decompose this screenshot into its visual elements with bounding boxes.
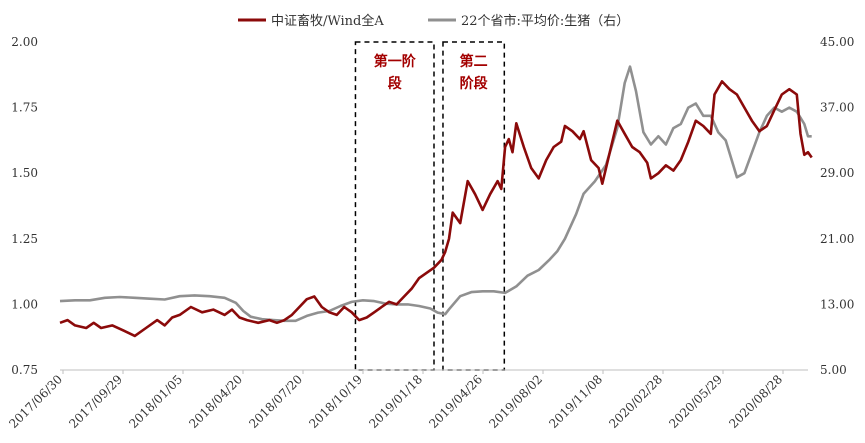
- stage-label-2: 阶段: [460, 75, 488, 92]
- legend: 中证畜牧/Wind全A 22个省市:平均价:生猪（右）: [238, 13, 629, 29]
- x-tick-label: 2017/06/30: [6, 372, 65, 431]
- series-line-hog-price: [59, 65, 812, 323]
- legend-label-ratio: 中证畜牧/Wind全A: [271, 13, 384, 29]
- series-line-ratio: [59, 80, 813, 338]
- x-tick-label: 2019/01/18: [366, 372, 425, 431]
- x-tick-label: 2020/08/28: [726, 372, 785, 431]
- x-tick-label: 2019/11/08: [546, 372, 605, 431]
- x-tick-label: 2019/04/26: [426, 372, 485, 431]
- stage-label-2: 第二: [460, 53, 488, 70]
- stage-label-1: 第一阶: [374, 53, 417, 70]
- right-y-tick-label: 29.00: [820, 166, 854, 180]
- x-tick-label: 2019/08/02: [486, 372, 545, 431]
- left-y-tick-label: 2.00: [11, 35, 38, 49]
- x-tick-label: 2018/04/20: [186, 372, 245, 431]
- x-tick-label: 2017/09/29: [66, 372, 125, 431]
- left-y-tick-label: 1.50: [11, 166, 38, 180]
- right-y-tick-label: 37.00: [820, 101, 854, 115]
- stage-box-2: [442, 41, 506, 371]
- legend-label-hog-price: 22个省市:平均价:生猪（右）: [461, 13, 629, 29]
- right-y-tick-label: 13.00: [820, 297, 854, 311]
- right-y-tick-label: 5.00: [820, 363, 847, 377]
- left-y-tick-label: 1.00: [11, 297, 38, 311]
- x-tick-label: 2018/07/20: [246, 372, 305, 431]
- stage-label-1: 段: [388, 75, 402, 92]
- left-y-tick-label: 0.75: [11, 363, 38, 377]
- x-tick-label: 2020/05/29: [666, 372, 725, 431]
- left-y-tick-label: 1.25: [11, 232, 38, 246]
- left-y-tick-label: 1.75: [11, 101, 38, 115]
- right-y-tick-label: 45.00: [820, 35, 854, 49]
- x-tick-label: 2018/10/19: [306, 372, 365, 431]
- right-y-tick-label: 21.00: [820, 232, 854, 246]
- x-tick-label: 2020/02/28: [606, 372, 665, 431]
- x-tick-label: 2018/01/05: [126, 372, 185, 431]
